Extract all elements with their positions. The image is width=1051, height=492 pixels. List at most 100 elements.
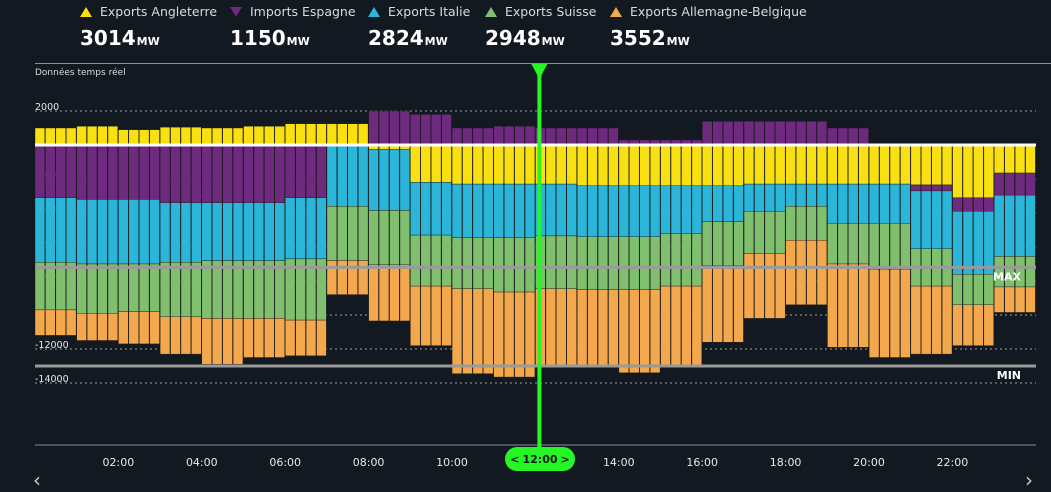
bar-segment-england <box>722 144 734 186</box>
bar-segment-italy <box>837 183 848 224</box>
bar-segment-switzerland <box>410 234 421 287</box>
bar-segment-spain <box>118 144 129 200</box>
bar-segment-england <box>994 144 1005 174</box>
bar-segment-switzerland <box>139 263 150 312</box>
prev-day-button[interactable]: ‹ <box>33 470 41 490</box>
bar-segment-switzerland <box>326 205 337 261</box>
bar-segment-switzerland <box>816 205 828 241</box>
legend-item-exports-angleterre[interactable]: Exports Angleterre 3014MW <box>80 4 217 50</box>
bar-segment-switzerland <box>827 222 838 265</box>
bar-segment-germany <box>524 291 536 378</box>
bar-segment-spain <box>816 120 828 146</box>
bar-segment-italy <box>368 149 379 211</box>
bar-segment-germany <box>983 304 994 346</box>
bar-segment-germany <box>420 285 431 346</box>
bar-segment-england <box>149 129 160 146</box>
bar-segment-england <box>358 123 369 146</box>
bar-segment-spain <box>76 144 87 200</box>
bar-segment-england <box>952 144 963 198</box>
bar-segment-england <box>232 127 244 146</box>
bar-segment-spain <box>253 144 265 203</box>
bar-segment-england <box>128 129 139 146</box>
bar-segment-switzerland <box>1025 256 1036 288</box>
triangle-up-icon <box>485 6 497 17</box>
x-tick-label: 18:00 <box>770 456 802 469</box>
bar-segment-germany <box>858 263 869 348</box>
bar-segment-england <box>702 144 713 186</box>
legend-item-exports-suisse[interactable]: Exports Suisse 2948MW <box>485 4 596 50</box>
bar-segment-italy <box>55 197 66 263</box>
triangle-up-icon <box>368 6 380 17</box>
bar-segment-switzerland <box>399 210 410 266</box>
bar-segment-germany <box>577 289 588 367</box>
bar-segment-england <box>431 144 442 183</box>
bar-segment-italy <box>629 185 640 238</box>
bar-segment-england <box>795 144 807 185</box>
bar-segment-switzerland <box>504 237 515 293</box>
bar-segment-spain <box>931 184 942 192</box>
bar-segment-england <box>191 126 202 146</box>
bar-segment-england <box>681 144 692 186</box>
bar-segment-germany <box>191 316 202 355</box>
bar-segment-england <box>931 144 942 186</box>
bar-segment-england <box>733 144 744 186</box>
bar-segment-italy <box>410 182 421 236</box>
bar-segment-england <box>816 144 828 185</box>
bar-segment-england <box>785 144 796 185</box>
bar-segment-italy <box>921 190 932 249</box>
bar-segment-england <box>608 144 619 186</box>
bar-segment-italy <box>180 202 192 263</box>
bar-segment-england <box>274 126 285 146</box>
chevron-left-icon: ‹ <box>33 468 41 492</box>
bar-segment-switzerland <box>201 260 212 319</box>
bar-segment-switzerland <box>973 274 984 306</box>
bar-segment-germany <box>775 253 786 319</box>
bar-segment-spain <box>597 127 609 146</box>
bar-segment-england <box>1025 144 1036 174</box>
bar-segment-england <box>577 144 588 186</box>
bar-segment-italy <box>691 185 702 234</box>
bar-segment-switzerland <box>45 262 56 311</box>
time-cursor-badge[interactable]: < 12:00 > <box>505 447 575 471</box>
bar-segment-germany <box>629 289 640 374</box>
ref-line-label: MAX <box>993 270 1021 283</box>
bar-segment-italy <box>514 183 525 238</box>
bar-segment-italy <box>483 183 494 238</box>
bar-segment-germany <box>660 285 671 367</box>
chart-title: Données temps réel <box>35 68 126 78</box>
bar-segment-spain <box>201 144 212 203</box>
bar-segment-germany <box>921 285 932 355</box>
bar-segment-switzerland <box>681 233 692 287</box>
bar-segment-italy <box>931 190 942 249</box>
bar-segment-switzerland <box>577 236 588 290</box>
legend-item-imports-espagne[interactable]: Imports Espagne 1150MW <box>230 4 356 50</box>
bar-segment-germany <box>201 318 212 365</box>
ref-line-label: MIN <box>997 369 1021 382</box>
bar-segment-germany <box>232 318 244 365</box>
bar-segment-spain <box>431 114 442 146</box>
bar-segment-italy <box>243 202 254 261</box>
bar-segment-switzerland <box>389 210 400 266</box>
bar-segment-england <box>170 126 181 146</box>
bar-segment-england <box>556 144 567 185</box>
next-day-button[interactable]: › <box>1025 470 1033 490</box>
legend-item-exports-allemagne-belgique[interactable]: Exports Allemagne-Belgique 3552MW <box>610 4 807 50</box>
bar-segment-italy <box>97 199 108 265</box>
bar-segment-england <box>545 144 556 185</box>
bar-segment-germany <box>587 289 598 367</box>
bar-segment-italy <box>639 185 650 238</box>
bar-segment-spain <box>274 144 285 203</box>
y-tick-label: 2000 <box>35 102 59 113</box>
triangle-up-icon <box>80 6 92 17</box>
bar-segment-italy <box>441 182 452 236</box>
bar-segment-spain <box>441 114 452 146</box>
bar-segment-spain <box>180 144 192 203</box>
bar-segment-germany <box>941 285 953 355</box>
bar-segment-england <box>900 144 911 185</box>
legend-item-exports-italie[interactable]: Exports Italie 2824MW <box>368 4 470 50</box>
bar-segment-england <box>483 144 494 185</box>
bar-segment-germany <box>952 304 963 346</box>
bar-segment-italy <box>743 183 755 212</box>
bar-segment-italy <box>451 183 463 238</box>
bar-segment-italy <box>295 197 306 260</box>
